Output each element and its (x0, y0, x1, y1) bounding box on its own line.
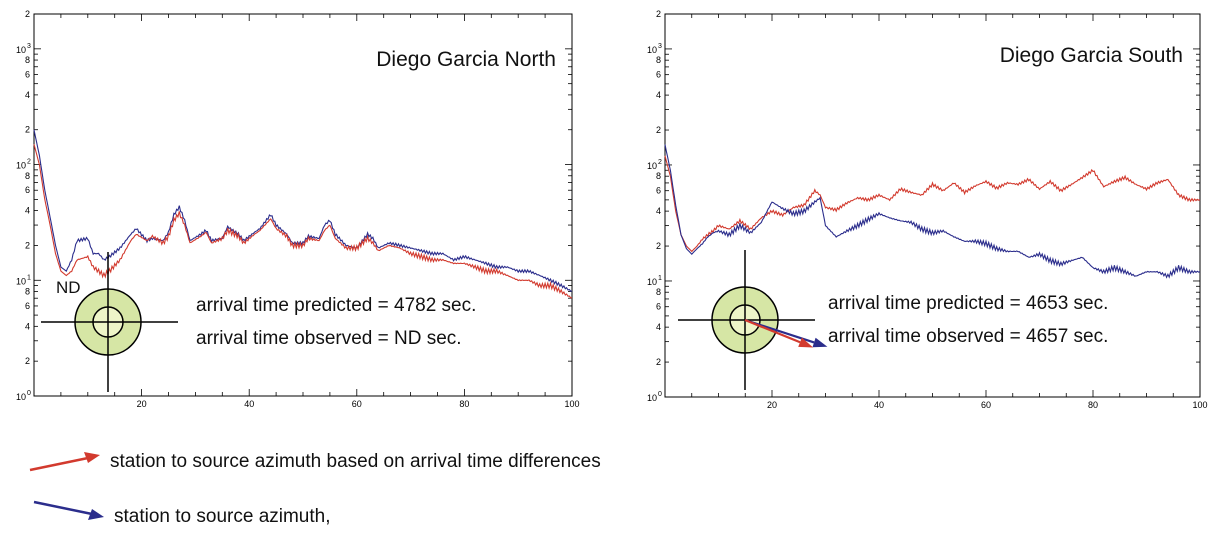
arrival-observed-text: arrival time observed = 4657 sec. (828, 326, 1108, 347)
y-decade-label: 10 (16, 161, 26, 171)
x-tick-label: 40 (244, 399, 254, 409)
y-decade-label: 10 (647, 393, 657, 403)
y-decade-label: 10 (647, 45, 657, 55)
y-tick-label: 2 (656, 125, 661, 135)
legend: station to source azimuth based on arriv… (29, 451, 601, 527)
chart-title: Diego Garcia South (1000, 44, 1183, 67)
azimuth-arrowhead-icon (812, 337, 828, 348)
azimuth-arrowhead-icon (798, 337, 814, 348)
y-tick-label: 6 (656, 302, 661, 312)
azimuth-arrow-icon (744, 318, 801, 344)
series-line (33, 144, 573, 299)
x-tick-label: 20 (137, 399, 147, 409)
x-tick-label: 60 (981, 400, 991, 410)
series-line (33, 129, 573, 292)
x-tick-label: 100 (564, 399, 579, 409)
x-tick-label: 80 (1088, 400, 1098, 410)
arrival-predicted-text: arrival time predicted = 4782 sec. (196, 295, 476, 316)
y-decade-exponent: 1 (658, 275, 662, 282)
legend-blue-label: station to source azimuth, (114, 506, 331, 527)
y-tick-label: 4 (656, 206, 661, 216)
y-decade-exponent: 0 (658, 391, 662, 398)
y-tick-label: 2 (656, 241, 661, 251)
y-decade-exponent: 2 (27, 159, 31, 166)
y-tick-label: 8 (656, 171, 661, 181)
arrival-observed-text: arrival time observed = ND sec. (196, 328, 462, 349)
y-tick-label: 6 (25, 301, 30, 311)
y-decade-label: 10 (647, 161, 657, 171)
y-tick-label: 8 (25, 55, 30, 65)
y-tick-label: 4 (25, 206, 30, 216)
y-tick-label: 6 (656, 70, 661, 80)
y-tick-label: 4 (656, 322, 661, 332)
y-tick-label: 6 (25, 185, 30, 195)
y-tick-label: 2 (25, 240, 30, 250)
y-tick-label: 2 (25, 9, 30, 19)
y-tick-label: 8 (25, 286, 30, 296)
y-decade-label: 10 (647, 277, 657, 287)
y-tick-label: 2 (25, 356, 30, 366)
station-marker-label: ND (56, 278, 81, 297)
y-tick-label: 8 (656, 287, 661, 297)
y-tick-label: 4 (25, 321, 30, 331)
y-tick-label: 4 (25, 90, 30, 100)
series-line (664, 144, 1201, 279)
y-tick-label: 6 (25, 70, 30, 80)
y-tick-label: 8 (25, 171, 30, 181)
x-tick-label: 60 (352, 399, 362, 409)
y-decade-exponent: 1 (27, 274, 31, 281)
series-line (664, 155, 1201, 253)
x-tick-label: 80 (459, 399, 469, 409)
arrival-predicted-text: arrival time predicted = 4653 sec. (828, 293, 1108, 314)
y-decade-exponent: 3 (27, 43, 31, 50)
x-tick-label: 20 (767, 400, 777, 410)
x-tick-label: 40 (874, 400, 884, 410)
y-decade-label: 10 (16, 45, 26, 55)
y-tick-label: 4 (656, 90, 661, 100)
y-decade-exponent: 0 (27, 390, 31, 397)
y-tick-label: 2 (25, 125, 30, 135)
y-decade-label: 10 (16, 276, 26, 286)
chart-title: Diego Garcia North (376, 48, 556, 71)
y-decade-label: 10 (16, 392, 26, 402)
y-tick-label: 6 (656, 186, 661, 196)
x-tick-label: 100 (1192, 400, 1207, 410)
y-decade-exponent: 2 (658, 159, 662, 166)
legend-blue-arrow-icon (33, 500, 104, 520)
legend-red-arrow-icon (29, 452, 100, 472)
legend-red-label: station to source azimuth based on arriv… (110, 451, 601, 472)
y-tick-label: 2 (656, 357, 661, 367)
y-tick-label: 8 (656, 55, 661, 65)
y-decade-exponent: 3 (658, 43, 662, 50)
y-tick-label: 2 (656, 9, 661, 19)
